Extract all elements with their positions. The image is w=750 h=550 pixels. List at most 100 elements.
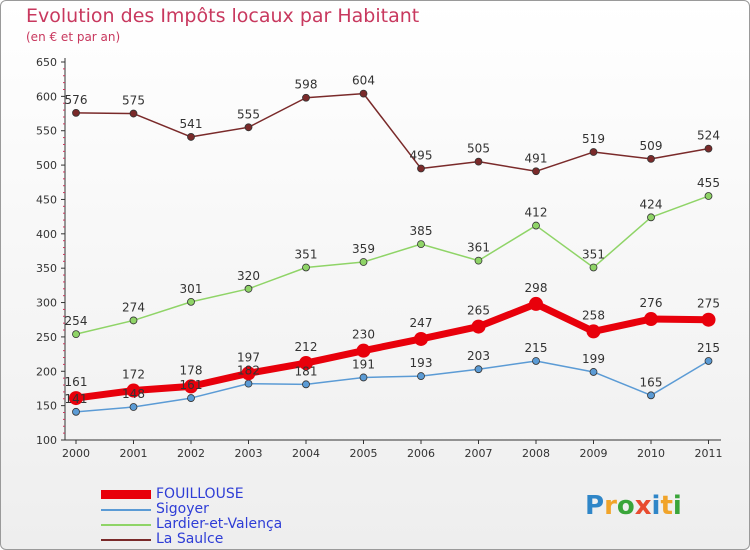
data-point xyxy=(187,133,195,141)
data-label: 274 xyxy=(122,300,145,314)
data-label: 215 xyxy=(525,341,548,355)
data-label: 598 xyxy=(295,78,318,92)
data-label: 576 xyxy=(65,93,88,107)
logo-letter: i xyxy=(651,491,661,521)
data-point xyxy=(644,312,658,327)
data-point xyxy=(647,391,655,400)
legend-swatch xyxy=(101,538,151,541)
y-tick-label: 150 xyxy=(36,400,57,413)
logo-letter: t xyxy=(660,491,673,521)
data-point xyxy=(417,164,425,173)
series-line-Lardier-et-Valença xyxy=(75,195,709,335)
data-label: 519 xyxy=(582,132,605,146)
data-label: 361 xyxy=(467,241,490,255)
data-label: 555 xyxy=(237,107,260,121)
data-point xyxy=(471,319,486,334)
data-label: 351 xyxy=(295,247,318,261)
data-label: 320 xyxy=(237,269,260,283)
data-point xyxy=(184,379,198,394)
logo-letter: r xyxy=(604,491,617,521)
data-point xyxy=(474,157,483,166)
data-point xyxy=(129,316,138,325)
data-label: 254 xyxy=(65,314,88,328)
data-label: 178 xyxy=(180,363,203,377)
data-label: 247 xyxy=(410,316,433,330)
series-line-Sigoyer xyxy=(75,360,709,413)
data-label: 181 xyxy=(295,364,318,378)
data-point xyxy=(302,93,310,102)
data-label: 604 xyxy=(352,74,375,88)
data-point xyxy=(647,213,655,222)
y-tick-label: 200 xyxy=(36,365,57,378)
x-tick-label: 2006 xyxy=(407,447,435,460)
series-line-FOUILLOUSE xyxy=(75,300,709,402)
data-point xyxy=(302,380,310,389)
data-point xyxy=(244,123,253,132)
y-tick-label: 100 xyxy=(36,434,57,447)
data-label: 275 xyxy=(697,297,720,311)
legend-label: Lardier-et-Valença xyxy=(156,516,283,532)
chart-title: Evolution des Impôts locaux par Habitant xyxy=(26,5,420,27)
legend-label: Sigoyer xyxy=(156,501,209,517)
x-tick-label: 2001 xyxy=(120,447,148,460)
legend-label: FOUILLOUSE xyxy=(156,486,244,502)
data-label: 199 xyxy=(582,352,605,366)
data-point xyxy=(529,296,543,311)
y-tick-label: 300 xyxy=(36,297,57,310)
data-point xyxy=(126,383,141,398)
data-point xyxy=(241,366,256,381)
logo-letter: o xyxy=(616,491,635,521)
legend-swatch xyxy=(101,508,151,511)
data-point xyxy=(704,357,713,365)
x-tick-label: 2003 xyxy=(235,447,263,460)
data-point xyxy=(302,263,310,272)
data-label: 161 xyxy=(180,378,203,392)
data-point xyxy=(72,330,80,339)
data-point xyxy=(704,192,713,200)
data-point xyxy=(359,258,368,266)
legend-swatch xyxy=(101,490,151,499)
data-label: 424 xyxy=(640,197,663,211)
y-tick-label: 350 xyxy=(36,262,57,275)
data-label: 509 xyxy=(640,139,663,153)
x-tick-label: 2005 xyxy=(350,447,378,460)
x-tick-label: 2007 xyxy=(465,447,493,460)
data-label: 212 xyxy=(295,340,318,354)
y-tick-label: 250 xyxy=(36,331,57,344)
data-label: 301 xyxy=(180,282,203,296)
data-point xyxy=(129,403,138,411)
data-label: 412 xyxy=(525,206,548,220)
data-label: 359 xyxy=(352,242,375,256)
data-point xyxy=(647,155,655,163)
y-tick-label: 600 xyxy=(36,90,57,103)
legend-label: La Saulce xyxy=(156,531,224,547)
data-label: 230 xyxy=(352,328,375,342)
x-tick-label: 2004 xyxy=(292,447,320,460)
logo-letter: x xyxy=(634,491,652,521)
x-tick-label: 2009 xyxy=(580,447,608,460)
data-point xyxy=(299,356,313,371)
data-point xyxy=(414,331,428,346)
logo-letter: i xyxy=(672,491,682,521)
data-point xyxy=(701,312,716,327)
x-tick-label: 2011 xyxy=(695,447,723,460)
data-label: 203 xyxy=(467,349,490,363)
y-tick-label: 550 xyxy=(36,125,57,138)
data-point xyxy=(589,148,598,156)
data-point xyxy=(187,394,195,402)
data-label: 193 xyxy=(410,356,433,370)
data-label: 505 xyxy=(467,142,490,156)
data-label: 276 xyxy=(640,296,663,310)
data-label: 385 xyxy=(410,224,433,238)
data-label: 351 xyxy=(582,247,605,261)
data-label: 197 xyxy=(237,350,260,364)
x-tick-label: 2002 xyxy=(177,447,205,460)
data-point xyxy=(356,343,371,358)
data-label: 524 xyxy=(697,129,720,143)
chart-subtitle: (en € et par an) xyxy=(26,30,121,44)
y-tick-label: 650 xyxy=(36,56,57,69)
data-point xyxy=(187,297,195,306)
data-point xyxy=(72,108,80,117)
